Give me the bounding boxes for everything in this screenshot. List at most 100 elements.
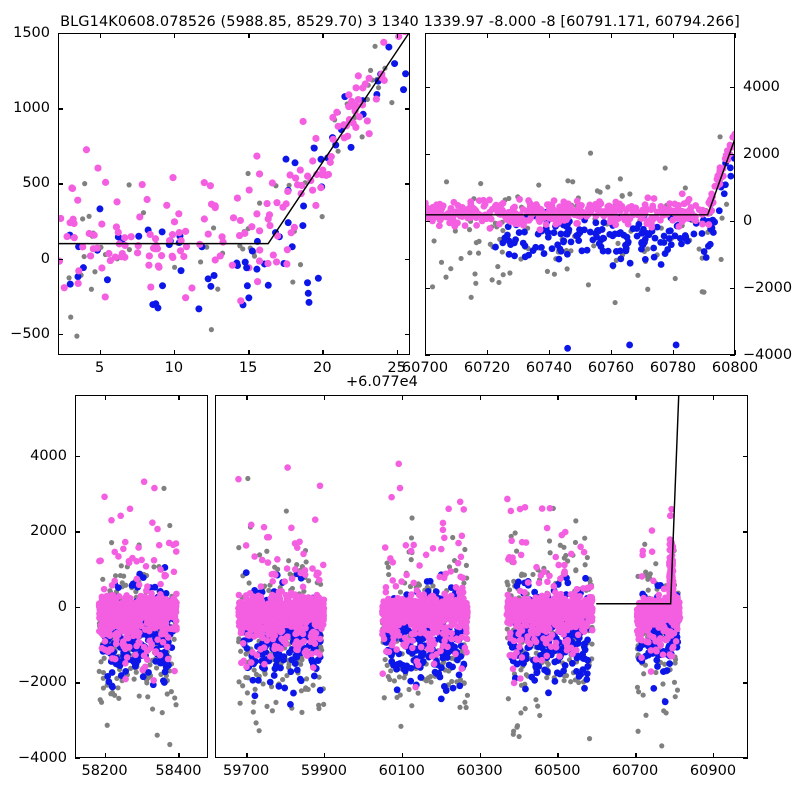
panel-top-left (58, 33, 410, 355)
axis-tick (487, 33, 489, 38)
axis-tick (425, 33, 427, 38)
plot-area-top-right (425, 33, 735, 355)
x-axis-tick-label: 25 (387, 360, 406, 376)
axis-tick (487, 350, 489, 355)
x-axis-offset-label: +6.077e4 (346, 374, 418, 390)
axes-frame-bottom-right-segment (215, 395, 748, 758)
scatter-layer-top-right (425, 130, 735, 352)
y-axis-tick-label: 0 (57, 598, 67, 615)
y-axis-tick-label: −4000 (17, 750, 67, 766)
panel-top-right (425, 33, 735, 355)
x-axis-tick-label: 60700 (401, 360, 449, 376)
axis-tick (58, 333, 63, 336)
axis-tick (743, 758, 748, 760)
axis-tick (425, 153, 430, 156)
axis-tick (405, 258, 410, 261)
axes-frame-bottom-left-segment (75, 395, 208, 758)
y-axis-tick-label: 0 (40, 250, 50, 267)
axis-tick (178, 395, 180, 400)
x-axis-tick-label: 60700 (612, 763, 659, 779)
axis-tick (75, 606, 80, 609)
x-axis-tick-label: 60760 (587, 360, 635, 376)
y-axis-tick-label: 2000 (743, 145, 780, 162)
axis-tick (99, 350, 101, 355)
axis-tick (549, 33, 551, 38)
axis-tick (405, 108, 410, 110)
x-axis-tick-label: 60800 (711, 360, 759, 376)
x-axis-tick-label: 10 (164, 360, 184, 376)
y-axis-tick-label: −2000 (743, 279, 793, 296)
y-axis-tick-label: 1000 (13, 100, 50, 117)
axis-tick (712, 395, 715, 400)
axis-tick (635, 395, 637, 400)
y-axis-tick-label: 2000 (30, 523, 67, 540)
axis-tick (712, 753, 715, 758)
axis-tick (425, 287, 430, 290)
x-axis-tick-label: 60900 (689, 763, 737, 779)
axis-tick (58, 258, 63, 261)
axis-tick (178, 753, 180, 758)
axis-tick (104, 395, 106, 400)
x-axis-tick-label: 59700 (223, 763, 270, 779)
axis-tick (743, 606, 748, 609)
y-axis-tick-label: −4000 (743, 347, 793, 363)
axis-tick (479, 395, 481, 400)
x-axis-tick-label: 15 (238, 360, 258, 376)
x-axis-tick-label: 58200 (81, 763, 128, 779)
x-axis-tick-label: 58400 (155, 763, 202, 779)
axis-tick (673, 33, 675, 38)
axis-tick (58, 108, 63, 110)
axis-tick (735, 33, 737, 38)
x-axis-tick-label: 59900 (300, 763, 347, 779)
axis-tick (246, 395, 248, 400)
axis-tick (246, 753, 248, 758)
axis-tick (673, 350, 675, 355)
axis-tick (635, 753, 637, 758)
axis-tick (248, 33, 250, 38)
axis-tick (401, 395, 404, 400)
axes-frame-top-right (425, 33, 735, 355)
axis-tick (58, 183, 63, 185)
x-axis-tick-label: 60500 (534, 763, 581, 779)
axis-tick (75, 758, 80, 760)
axis-tick (611, 350, 613, 355)
axis-tick (730, 287, 735, 290)
axis-tick (743, 455, 748, 457)
axis-tick (743, 531, 748, 533)
axis-tick (405, 333, 410, 336)
axis-tick (549, 350, 551, 355)
axis-tick (611, 33, 613, 38)
axis-tick (173, 350, 176, 355)
axis-tick (75, 531, 80, 533)
axis-tick (396, 350, 399, 355)
axis-tick (479, 753, 481, 758)
x-axis-tick-label: 60100 (378, 763, 425, 779)
axis-tick (425, 350, 427, 355)
axis-tick (248, 350, 250, 355)
axis-tick (58, 33, 63, 35)
axis-tick (405, 33, 410, 35)
y-axis-tick-label: 4000 (743, 78, 780, 95)
axis-tick (425, 86, 430, 89)
axis-tick (323, 753, 326, 758)
axis-tick (322, 350, 324, 355)
axis-tick (401, 753, 404, 758)
axis-tick (322, 33, 324, 38)
figure-title: BLG14K0608.078526 (5988.85, 8529.70) 3 1… (60, 14, 740, 30)
axis-tick (730, 86, 735, 89)
axis-tick (425, 355, 430, 357)
axes-frame-top-left (58, 33, 410, 355)
axis-tick (730, 355, 735, 357)
axis-tick (104, 753, 106, 758)
x-axis-tick-label: 20 (313, 360, 332, 376)
axis-tick (730, 220, 735, 223)
plot-area-top-left (58, 33, 410, 355)
x-axis-tick-label: 60300 (456, 763, 503, 779)
panel-bottom (75, 395, 748, 758)
y-axis-tick-label: 1500 (13, 25, 50, 41)
axis-tick (396, 33, 399, 38)
x-axis-tick-label: 60780 (649, 360, 697, 376)
axis-tick (173, 33, 176, 38)
y-axis-tick-label: 500 (22, 175, 50, 192)
